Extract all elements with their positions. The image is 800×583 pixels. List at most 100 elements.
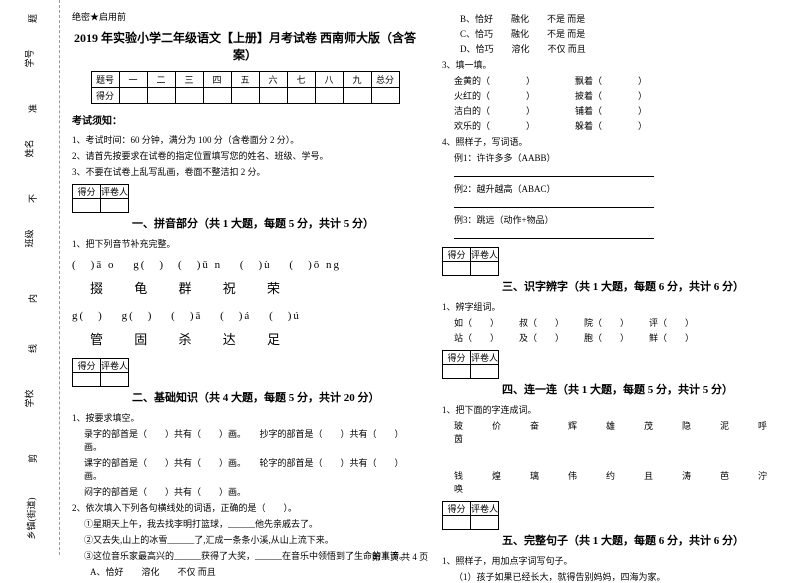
td: 得分 (73, 185, 101, 199)
margin-label: 准 (26, 104, 39, 113)
margin-label: 学校 (23, 389, 36, 407)
section-heading: 一、拼音部分（共 1 大题，每题 5 分，共计 5 分） (132, 215, 418, 231)
th: 八 (315, 72, 343, 88)
th: 五 (231, 72, 259, 88)
page-footer: 第 1 页 共 4 页 (0, 550, 800, 563)
fill-line: 课字的部首是（ ）共有（ ）画。 轮字的部首是（ ）共有（ ）画。 (84, 456, 418, 482)
td: 得分 (73, 359, 101, 373)
sentence: ①星期天上午，我去找李明打篮球，______他先亲戚去了。 (84, 517, 418, 530)
option: A、恰好 溶化 不仅 而且 (90, 565, 418, 578)
example: 例1：许许多多（AABB） (454, 151, 788, 164)
section-heading: 五、完整句子（共 1 大题，每题 6 分，共计 6 分） (502, 532, 788, 548)
th: 一 (119, 72, 147, 88)
blank: 院（ ） (584, 316, 629, 329)
blank: 评（ ） (649, 316, 694, 329)
margin-label: 学号 (23, 49, 36, 67)
margin-label: 不 (26, 194, 39, 203)
notice-item: 2、请首先按要求在试卷的指定位置填写您的姓名、班级、学号。 (72, 149, 418, 162)
blank: 鲜（ ） (649, 331, 694, 344)
question-stem: 1、把下列音节补充完整。 (72, 237, 418, 250)
grade-box: 得分评卷人 (442, 350, 499, 379)
blank: 站（ ） (454, 331, 499, 344)
fill-line: 闷字的部首是（ ）共有（ ）画。 (84, 485, 418, 498)
blank-line (454, 198, 654, 208)
margin-label: 姓名 (23, 139, 36, 157)
pinyin-row: ( )ā o g( ) ( )ū n ( )ù ( )ō ng (72, 256, 418, 272)
question-stem: 1、把下面的字连成词。 (442, 403, 788, 416)
td: 评卷人 (101, 185, 129, 199)
blank: 欢乐的（ ） (454, 119, 535, 132)
char-row: 钱 煌 璃 伟 约 且 涛 芭 泞 唤 (454, 469, 788, 495)
char-row: 管 固 杀 达 足 (90, 329, 418, 348)
th: 题号 (91, 72, 119, 88)
margin-label: 线 (26, 344, 39, 353)
th: 六 (259, 72, 287, 88)
margin-label: 班级 (23, 229, 36, 247)
th: 四 (203, 72, 231, 88)
notice-heading: 考试须知： (72, 112, 418, 127)
th: 三 (175, 72, 203, 88)
question-stem: 1、按要求填空。 (72, 411, 418, 424)
page-container: 乡镇(街道) 剪 学校 线 内 班级 不 姓名 准 学号 题 绝密★启用前 20… (0, 0, 800, 555)
section-heading: 二、基础知识（共 4 大题，每题 5 分，共计 20 分） (132, 389, 418, 405)
blank-line (454, 229, 654, 239)
td: 得分 (443, 502, 471, 516)
exam-title: 2019 年实验小学二年级语文【上册】月考试卷 西南师大版（含答案） (72, 29, 418, 63)
blank-line (454, 167, 654, 177)
margin-label: 内 (26, 294, 39, 303)
notice-item: 3、不要在试卷上乱写乱画，卷面不整洁扣 2 分。 (72, 165, 418, 178)
section-heading: 四、连一连（共 1 大题，每题 5 分，共计 5 分） (502, 381, 788, 397)
table-row: 得分 (91, 88, 399, 104)
fill-line: 录字的部首是（ ）共有（ ）画。 抄字的部首是（ ）共有（ ）画。 (84, 427, 418, 453)
th: 九 (343, 72, 371, 88)
table-row: 题号 一 二 三 四 五 六 七 八 九 总分 (91, 72, 399, 88)
option: B、恰好 融化 不是 而是 (460, 12, 788, 25)
margin-label: 剪 (26, 454, 39, 463)
fill-row: 欢乐的（ ） 躲着（ ） (454, 119, 788, 132)
margin-label: 乡镇(街道) (25, 498, 38, 540)
grade-box: 得分评卷人 (442, 501, 499, 530)
th: 二 (147, 72, 175, 88)
td: 得分 (443, 351, 471, 365)
score-table: 题号 一 二 三 四 五 六 七 八 九 总分 得分 (91, 71, 400, 104)
right-column: B、恰好 融化 不是 而是 C、恰巧 融化 不是 而是 D、恰巧 溶化 不仅 而… (430, 0, 800, 555)
sentence: （1）孩子如果已经长大，就得告别妈妈，四海为家。 (454, 570, 788, 583)
th: 总分 (371, 72, 399, 88)
question-stem: 3、填一填。 (442, 58, 788, 71)
option: C、恰巧 融化 不是 而是 (460, 27, 788, 40)
notice-item: 1、考试时间：60 分钟，满分为 100 分（含卷面分 2 分）。 (72, 133, 418, 146)
fill-row: 站（ ） 及（ ） 胞（ ） 鲜（ ） (454, 331, 788, 344)
pinyin-row: g( ) g( ) ( )ā ( )á ( )ú (72, 307, 418, 323)
grade-box: 得分评卷人 (442, 247, 499, 276)
section-heading: 三、识字辨字（共 1 大题，每题 6 分，共计 6 分） (502, 278, 788, 294)
example: 例2：越升越高（ABAC） (454, 182, 788, 195)
blank: 铺着（ ） (575, 104, 647, 117)
blank: 叔（ ） (519, 316, 564, 329)
td: 评卷人 (101, 359, 129, 373)
td: 评卷人 (471, 351, 499, 365)
blank: 躲着（ ） (575, 119, 647, 132)
td: 评卷人 (471, 248, 499, 262)
blank: 火红的（ ） (454, 89, 535, 102)
fill-row: 如（ ） 叔（ ） 院（ ） 评（ ） (454, 316, 788, 329)
secret-label: 绝密★启用前 (72, 10, 418, 23)
td: 得分 (443, 248, 471, 262)
question-stem: 1、辨字组词。 (442, 300, 788, 313)
fill-row: 金黄的（ ） 飘着（ ） (454, 74, 788, 87)
grade-box: 得分评卷人 (72, 358, 129, 387)
char-row: 掇 龟 群 祝 荣 (90, 278, 418, 297)
question-stem: 2、依次填入下列各句横线处的词语，正确的是（ ）。 (72, 501, 418, 514)
blank: 如（ ） (454, 316, 499, 329)
sentence: ②又去失,山上的冰雪______了,汇成一条条小溪,从山上流下来。 (84, 533, 418, 546)
example: 例3：跳远（动作+物品） (454, 213, 788, 226)
blank: 金黄的（ ） (454, 74, 535, 87)
fill-row: 火红的（ ）披着（ ） (454, 89, 788, 102)
td: 得分 (91, 88, 119, 104)
margin-label: 题 (26, 14, 39, 23)
td: 评卷人 (471, 502, 499, 516)
blank: 及（ ） (519, 331, 564, 344)
fill-row: 洁白的（ ）铺着（ ） (454, 104, 788, 117)
blank: 飘着（ ） (575, 74, 647, 87)
option: D、恰巧 溶化 不仅 而且 (460, 42, 788, 55)
grade-box: 得分评卷人 (72, 184, 129, 213)
